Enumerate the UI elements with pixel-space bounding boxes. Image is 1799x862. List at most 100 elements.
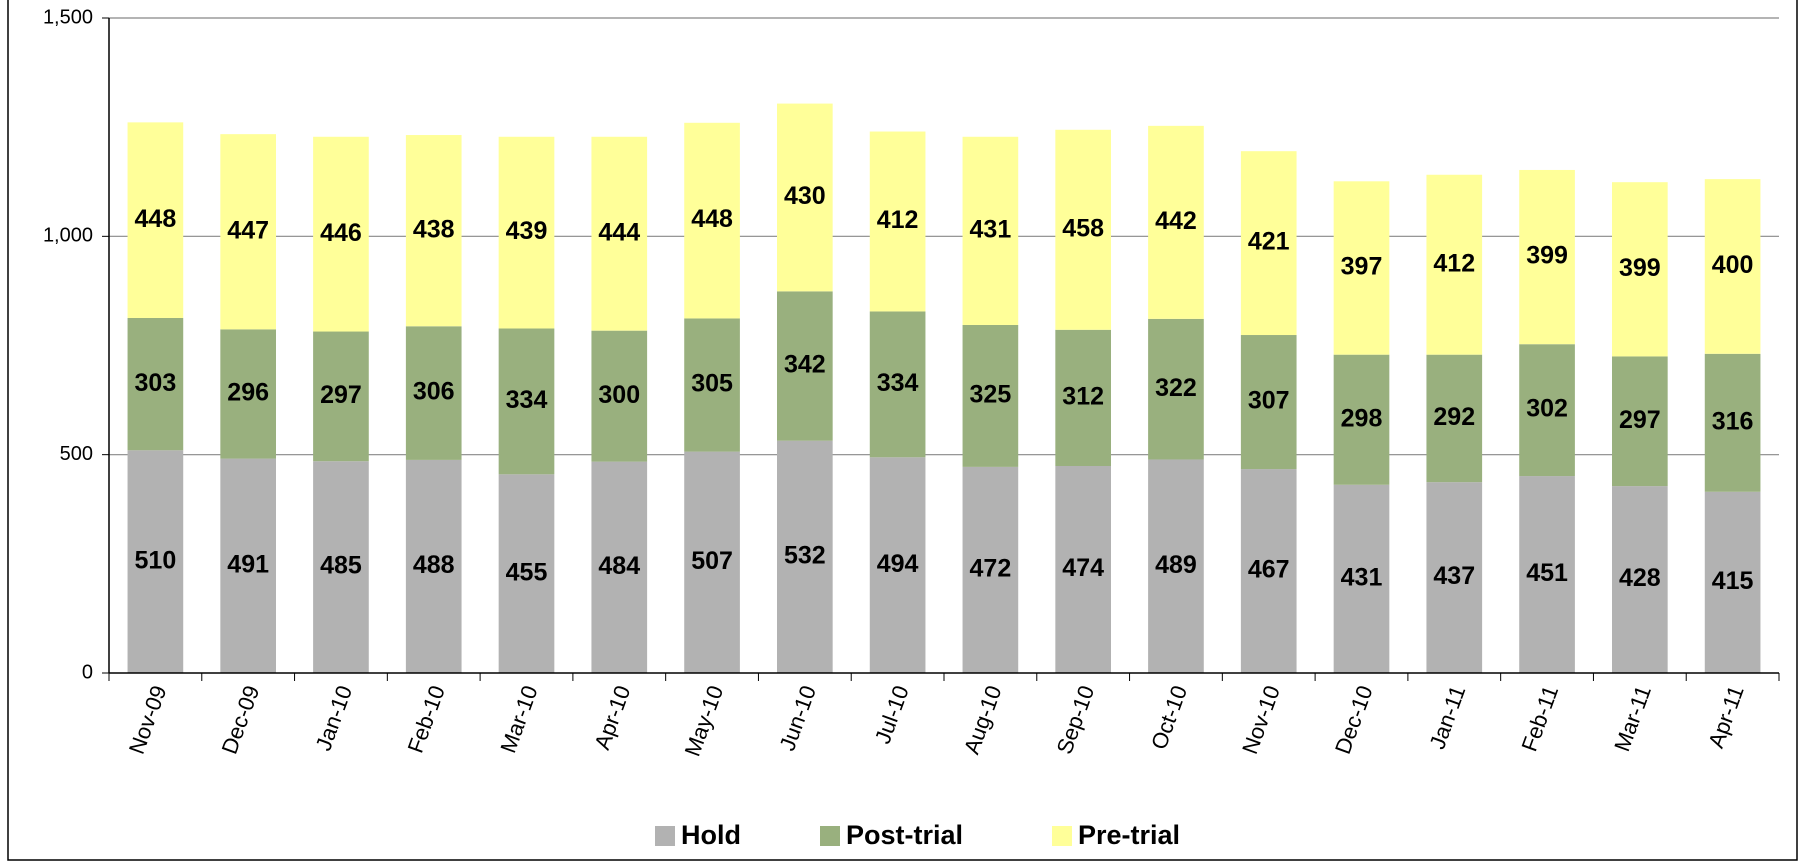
data-label: 491 bbox=[227, 550, 269, 578]
bar-segment bbox=[1704, 179, 1761, 354]
x-tick-label: Feb-10 bbox=[403, 682, 450, 756]
data-label: 296 bbox=[227, 379, 269, 407]
bar-segment bbox=[1055, 129, 1111, 330]
data-label: 439 bbox=[506, 217, 548, 245]
bar-segment bbox=[962, 324, 1019, 467]
data-label: 342 bbox=[784, 351, 826, 379]
bar-segment bbox=[1055, 329, 1111, 467]
bar-segment bbox=[1704, 491, 1761, 673]
bar-segment bbox=[1148, 318, 1204, 460]
y-tick-label: 1,000 bbox=[43, 225, 93, 247]
x-tick-label: Nov-10 bbox=[1237, 682, 1285, 757]
x-tick-label: May-10 bbox=[680, 682, 729, 759]
bar-segment bbox=[405, 135, 462, 327]
x-tick-label: Jan-11 bbox=[1424, 682, 1470, 752]
bar-segment bbox=[962, 466, 1019, 673]
bar-segment bbox=[591, 330, 648, 462]
bar-segment bbox=[1333, 484, 1390, 673]
x-tick-label: Jul-10 bbox=[870, 682, 914, 747]
bar-segment bbox=[684, 122, 740, 319]
x-tick-label: Sep-10 bbox=[1052, 682, 1100, 757]
y-tick-label: 500 bbox=[60, 443, 93, 465]
x-tick-label: Feb-11 bbox=[1516, 682, 1563, 755]
bar-segment bbox=[1519, 169, 1575, 345]
data-label: 300 bbox=[598, 381, 640, 409]
bar-segment bbox=[869, 311, 926, 458]
x-tick-label: Oct-10 bbox=[1146, 682, 1192, 753]
data-label: 448 bbox=[135, 205, 177, 233]
bar-segment bbox=[1704, 353, 1761, 492]
bar-segment bbox=[127, 317, 184, 451]
data-label: 428 bbox=[1619, 564, 1661, 592]
data-label: 442 bbox=[1155, 207, 1197, 235]
bar-segment bbox=[1426, 354, 1483, 483]
x-tick-label: Apr-11 bbox=[1703, 682, 1749, 751]
data-label: 325 bbox=[970, 381, 1012, 409]
bar-segment bbox=[1333, 181, 1390, 355]
bar-segment bbox=[1519, 476, 1575, 673]
data-label: 507 bbox=[691, 547, 733, 575]
data-label: 292 bbox=[1433, 403, 1475, 431]
bar-segment bbox=[1612, 486, 1668, 673]
bar-segment bbox=[1612, 182, 1668, 357]
data-label: 437 bbox=[1433, 562, 1475, 590]
legend-swatch bbox=[655, 826, 675, 846]
data-label: 297 bbox=[320, 381, 362, 409]
bar-segment bbox=[220, 134, 276, 330]
x-tick-label: Mar-11 bbox=[1609, 682, 1656, 755]
data-label: 298 bbox=[1341, 404, 1383, 432]
bar-segment bbox=[962, 136, 1019, 325]
data-label: 305 bbox=[691, 370, 733, 398]
x-tick-label: Dec-10 bbox=[1330, 682, 1378, 757]
data-label: 451 bbox=[1526, 559, 1568, 587]
data-label: 484 bbox=[598, 552, 640, 580]
data-label: 438 bbox=[413, 215, 455, 243]
chart-frame bbox=[7, 0, 1798, 861]
data-label: 472 bbox=[970, 555, 1012, 583]
data-label: 397 bbox=[1341, 253, 1383, 281]
data-label: 510 bbox=[135, 546, 177, 574]
bar-segment bbox=[1426, 174, 1483, 355]
bar-segment bbox=[1148, 125, 1204, 319]
data-label: 316 bbox=[1712, 407, 1754, 435]
x-tick-label: Nov-09 bbox=[124, 682, 172, 757]
data-label: 448 bbox=[691, 205, 733, 233]
bar-segment bbox=[1240, 335, 1297, 470]
x-tick-label: Dec-09 bbox=[217, 682, 265, 757]
bar-segment bbox=[405, 459, 462, 673]
data-label: 302 bbox=[1526, 395, 1568, 423]
bar-segment bbox=[498, 136, 555, 329]
bar-segment bbox=[684, 451, 740, 673]
data-label: 474 bbox=[1062, 554, 1104, 582]
data-label: 488 bbox=[413, 551, 455, 579]
data-label: 400 bbox=[1712, 251, 1754, 279]
data-label: 447 bbox=[227, 216, 269, 244]
data-label: 532 bbox=[784, 541, 826, 569]
y-tick-label: 1,500 bbox=[43, 6, 93, 28]
data-label: 467 bbox=[1248, 556, 1290, 584]
bar-segment bbox=[1519, 344, 1575, 477]
bar-segment bbox=[313, 461, 369, 673]
bar-segment bbox=[1612, 356, 1668, 487]
x-tick-label: Jan-10 bbox=[311, 682, 358, 754]
data-label: 303 bbox=[135, 369, 177, 397]
bar-segment bbox=[684, 318, 740, 452]
data-label: 458 bbox=[1062, 214, 1104, 242]
data-label: 412 bbox=[1433, 249, 1475, 277]
data-label: 334 bbox=[877, 369, 919, 397]
data-label: 399 bbox=[1526, 242, 1568, 270]
x-tick-label: Apr-10 bbox=[589, 682, 635, 753]
data-label: 334 bbox=[506, 386, 548, 414]
bar-segment bbox=[498, 328, 555, 475]
data-label: 430 bbox=[784, 182, 826, 210]
bar-segment bbox=[127, 450, 184, 673]
legend-label: Post-trial bbox=[846, 820, 963, 850]
bar-segment bbox=[1055, 466, 1111, 673]
data-label: 485 bbox=[320, 552, 362, 580]
data-label: 322 bbox=[1155, 374, 1197, 402]
bar-segment bbox=[869, 131, 926, 312]
y-tick-label: 0 bbox=[82, 661, 93, 683]
legend-label: Hold bbox=[681, 820, 741, 850]
legend-label: Pre-trial bbox=[1078, 820, 1180, 850]
